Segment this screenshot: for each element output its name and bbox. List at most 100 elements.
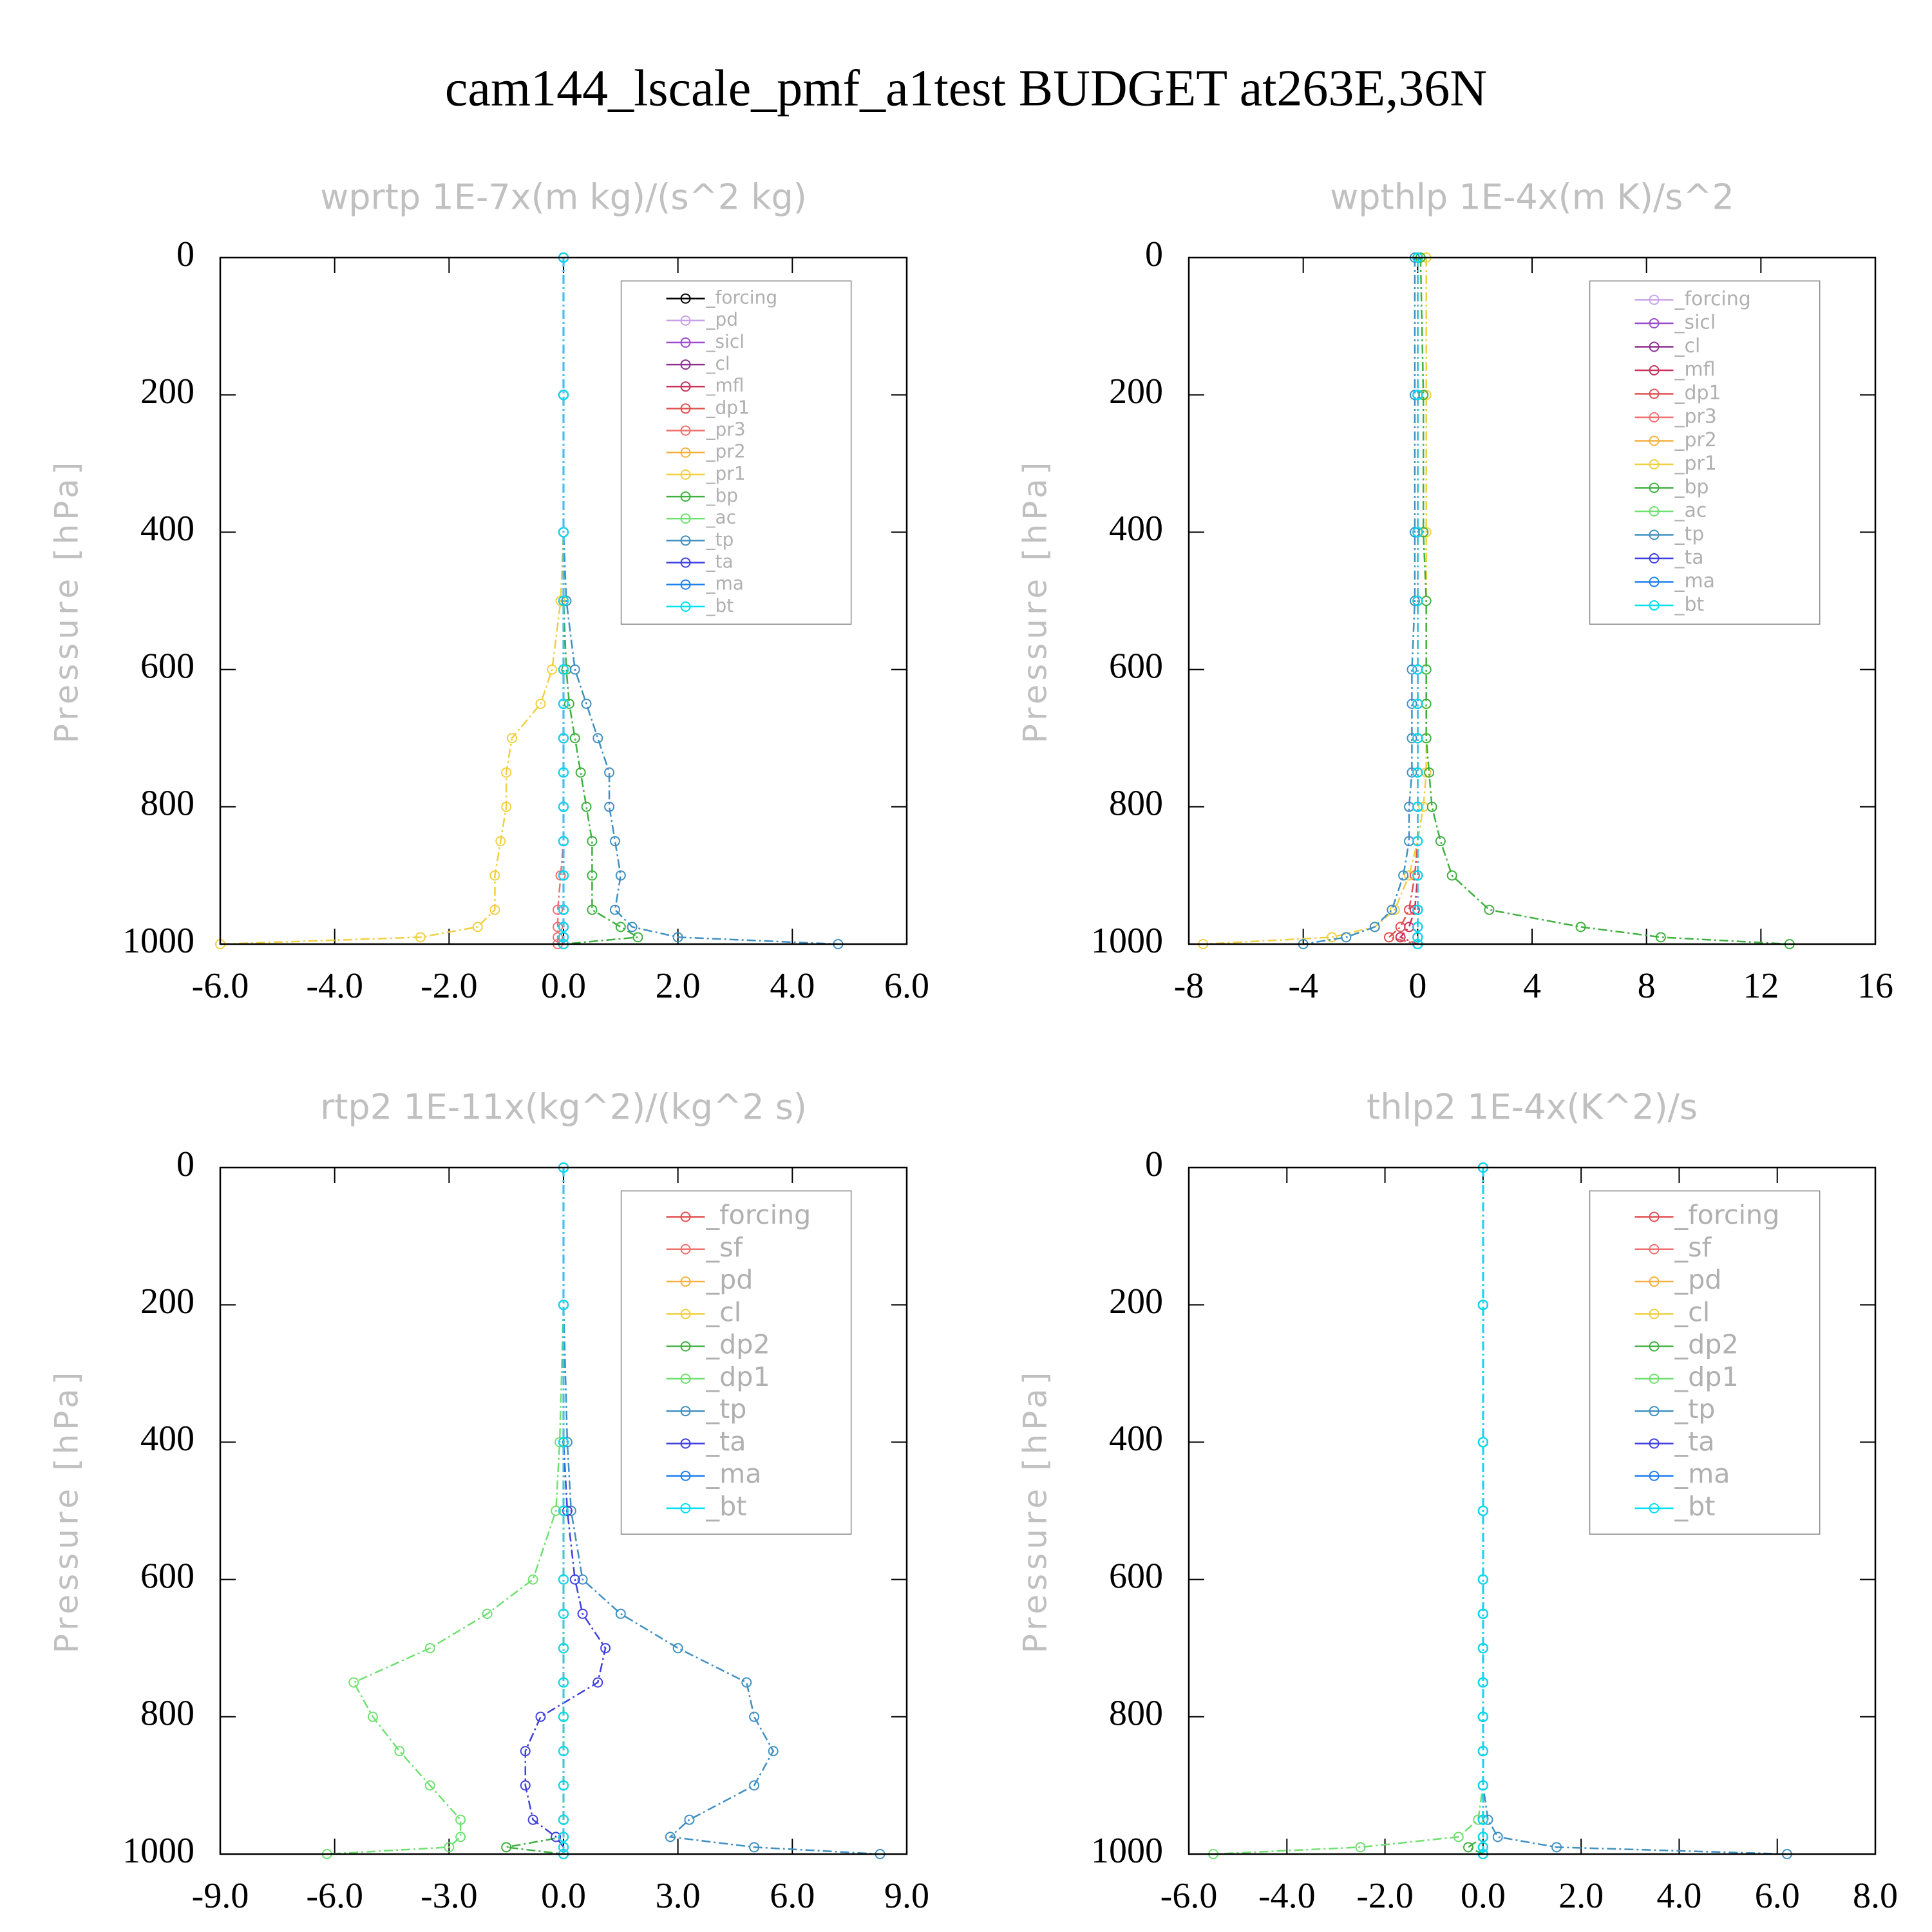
series-marker <box>577 1608 588 1619</box>
series-marker <box>615 1608 626 1619</box>
legend-marker <box>1649 435 1660 446</box>
series-marker <box>1477 1746 1488 1757</box>
series-marker <box>1412 932 1423 943</box>
legend-label: _bp <box>1674 476 1709 498</box>
series-marker <box>555 596 566 606</box>
legend-marker <box>1649 1211 1660 1222</box>
panel-title: wprtp 1E-7x(m kg)/(s^2 kg) <box>320 177 807 218</box>
legend-marker <box>680 513 691 524</box>
series-marker <box>1551 1842 1562 1853</box>
series-marker <box>672 1643 683 1654</box>
series-marker <box>615 922 626 933</box>
legend-marker <box>680 535 691 546</box>
y-tick-label: 200 <box>1109 1282 1163 1321</box>
series-marker <box>1477 1814 1488 1825</box>
legend-label: _forcing <box>1674 288 1751 310</box>
legend-label: _forcing <box>706 1199 811 1230</box>
series-marker <box>367 1711 378 1722</box>
legend-marker <box>1649 365 1660 375</box>
y-tick-label: 1000 <box>122 921 194 961</box>
legend-marker <box>680 1406 691 1417</box>
legend-label: _sf <box>706 1232 744 1263</box>
plot-frame <box>219 1166 908 1855</box>
plot-frame <box>219 256 908 945</box>
legend-box <box>1589 280 1821 625</box>
x-tick-label: 8 <box>1638 966 1656 1006</box>
series-marker <box>558 527 569 538</box>
legend-label: _bp <box>706 485 739 506</box>
plot-frame <box>1188 1166 1877 1855</box>
legend-label: _tp <box>1674 523 1705 545</box>
y-tick-label: 400 <box>1109 1419 1163 1459</box>
y-tick-label: 200 <box>140 372 194 412</box>
x-tick-label: -6.0 <box>192 966 249 1006</box>
legend-label: _dp1 <box>706 397 750 418</box>
series-marker <box>581 698 592 709</box>
series-line <box>562 258 838 945</box>
series-marker <box>1424 767 1435 778</box>
series-marker <box>577 1574 588 1585</box>
series-marker <box>558 1506 569 1516</box>
legend-label: _cl <box>1674 335 1701 357</box>
series-marker <box>527 1574 538 1585</box>
y-tick-label: 400 <box>140 509 194 549</box>
series-marker <box>535 1711 546 1722</box>
legend-marker <box>680 447 691 458</box>
series-line <box>524 1168 607 1854</box>
series-marker <box>1412 922 1423 933</box>
panel-title: rtp2 1E-11x(kg^2)/(kg^2 s) <box>320 1087 807 1128</box>
series-marker <box>1477 1842 1488 1853</box>
series-marker <box>1477 1780 1488 1791</box>
series-marker <box>1409 870 1420 881</box>
series-marker <box>558 1711 569 1722</box>
legend-marker <box>680 293 691 304</box>
series-marker <box>561 596 572 606</box>
x-tick-label: 4.0 <box>770 966 815 1006</box>
legend-label: _tp <box>706 529 734 550</box>
legend-marker <box>680 1309 691 1320</box>
legend-marker <box>680 557 691 568</box>
series-marker <box>558 1677 569 1688</box>
series-marker <box>1395 922 1406 933</box>
series-marker <box>1395 932 1406 943</box>
series-marker <box>520 1746 531 1757</box>
series-marker <box>684 1814 695 1825</box>
legend-label: _tp <box>1674 1394 1716 1425</box>
y-tick-label: 800 <box>140 784 194 824</box>
panel-title: wpthlp 1E-4x(m K)/s^2 <box>1330 177 1734 218</box>
series-marker <box>348 1677 359 1688</box>
series-marker <box>1404 922 1415 933</box>
legend-marker <box>1649 294 1660 305</box>
legend-label: _bt <box>1674 1491 1716 1522</box>
legend-box <box>620 1190 852 1535</box>
series-marker <box>551 1832 562 1842</box>
legend-marker <box>1649 1276 1660 1287</box>
series-marker <box>1435 836 1446 847</box>
legend-label: _pd <box>706 1264 753 1295</box>
legend-marker <box>1649 1438 1660 1449</box>
series-marker <box>1406 733 1417 744</box>
x-tick-label: 0.0 <box>541 1876 586 1916</box>
series-marker <box>1387 904 1397 915</box>
series-marker <box>558 733 569 744</box>
y-tick-label: 600 <box>140 646 194 686</box>
legend-label: _ta <box>1674 1426 1715 1457</box>
legend-marker <box>680 1470 691 1481</box>
series-marker <box>1477 1300 1488 1311</box>
legend-marker <box>680 381 691 392</box>
series-marker <box>501 801 512 812</box>
x-tick-label: 4.0 <box>1656 1876 1701 1916</box>
y-tick-label: 0 <box>1145 1144 1163 1184</box>
series-marker <box>1412 698 1423 709</box>
series-marker <box>415 932 426 943</box>
series-marker <box>553 932 564 943</box>
series-marker <box>587 836 598 847</box>
series-marker <box>495 836 506 847</box>
series-marker <box>1369 922 1380 933</box>
legend-marker <box>680 491 691 502</box>
x-tick-label: -8 <box>1174 966 1204 1006</box>
y-tick-label: 800 <box>140 1694 194 1734</box>
legend-label: _ma <box>706 573 744 594</box>
series-marker <box>768 1746 779 1757</box>
series-marker <box>575 767 586 778</box>
